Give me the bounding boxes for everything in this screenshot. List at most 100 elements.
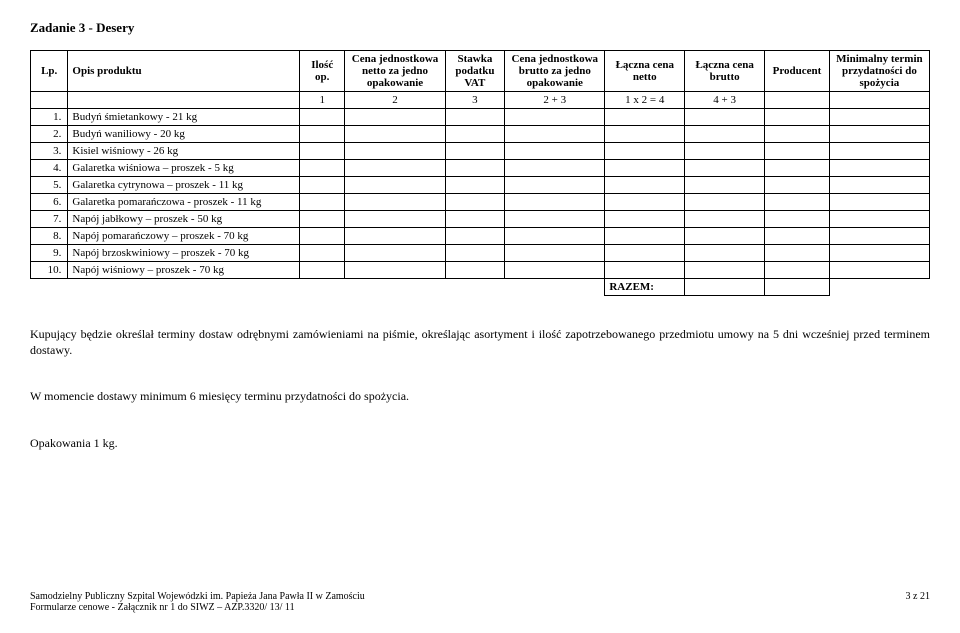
cell-laczna-brutto: [685, 160, 765, 177]
paragraph-packaging: Opakowania 1 kg.: [30, 435, 930, 451]
header-minimalny: Minimalny termin przydatności do spożyci…: [829, 51, 929, 92]
cell-producent: [765, 228, 830, 245]
page-title: Zadanie 3 - Desery: [30, 20, 930, 36]
cell-cena-netto: [345, 211, 445, 228]
footer-line2: Formularze cenowe - Załącznik nr 1 do SI…: [30, 602, 930, 613]
cell-laczna-netto: [605, 211, 685, 228]
cell-vat: [445, 126, 505, 143]
cell-opis: Napój brzoskwiniowy – proszek - 70 kg: [68, 245, 300, 262]
cell-cena-brutto: [505, 194, 605, 211]
cell-lp: 9.: [31, 245, 68, 262]
cell-cena-netto: [345, 177, 445, 194]
cell-laczna-netto: [605, 228, 685, 245]
header-producent: Producent: [765, 51, 830, 92]
cell-cena-netto: [345, 109, 445, 126]
cell-cena-brutto: [505, 211, 605, 228]
pricing-table: Lp. Opis produktu Ilość op. Cena jednost…: [30, 50, 930, 296]
table-row: 2.Budyń waniliowy - 20 kg: [31, 126, 930, 143]
cell-cena-netto: [345, 160, 445, 177]
cell-laczna-netto: [605, 262, 685, 279]
cell-ilosc: [299, 160, 345, 177]
footer-line1: Samodzielny Publiczny Szpital Wojewódzki…: [30, 591, 930, 602]
header-ilosc: Ilość op.: [299, 51, 345, 92]
table-row: 6.Galaretka pomarańczowa - proszek - 11 …: [31, 194, 930, 211]
cell-vat: [445, 143, 505, 160]
cell-cena-netto: [345, 194, 445, 211]
cell-laczna-netto: [605, 143, 685, 160]
cell-minimalny: [829, 160, 929, 177]
table-row: 7.Napój jabłkowy – proszek - 50 kg: [31, 211, 930, 228]
cell-producent: [765, 177, 830, 194]
cell-lp: 8.: [31, 228, 68, 245]
cell-cena-brutto: [505, 228, 605, 245]
cell-minimalny: [829, 143, 929, 160]
formula-laczna-brutto: 4 + 3: [685, 92, 765, 109]
cell-minimalny: [829, 228, 929, 245]
page-footer: Samodzielny Publiczny Szpital Wojewódzki…: [30, 591, 930, 613]
cell-laczna-netto: [605, 177, 685, 194]
table-row: 3.Kisiel wiśniowy - 26 kg: [31, 143, 930, 160]
cell-ilosc: [299, 211, 345, 228]
cell-producent: [765, 211, 830, 228]
cell-vat: [445, 245, 505, 262]
cell-laczna-brutto: [685, 109, 765, 126]
cell-lp: 1.: [31, 109, 68, 126]
cell-ilosc: [299, 109, 345, 126]
cell-ilosc: [299, 177, 345, 194]
cell-cena-netto: [345, 143, 445, 160]
cell-ilosc: [299, 126, 345, 143]
cell-cena-brutto: [505, 109, 605, 126]
footer-page-number: 3 z 21: [906, 591, 930, 602]
table-row: 9.Napój brzoskwiniowy – proszek - 70 kg: [31, 245, 930, 262]
cell-ilosc: [299, 262, 345, 279]
table-formula-row: 1 2 3 2 + 3 1 x 2 = 4 4 + 3: [31, 92, 930, 109]
cell-vat: [445, 211, 505, 228]
cell-minimalny: [829, 194, 929, 211]
cell-producent: [765, 143, 830, 160]
cell-lp: 7.: [31, 211, 68, 228]
cell-cena-brutto: [505, 160, 605, 177]
cell-minimalny: [829, 177, 929, 194]
cell-lp: 5.: [31, 177, 68, 194]
cell-laczna-netto: [605, 126, 685, 143]
cell-lp: 6.: [31, 194, 68, 211]
header-laczna-netto: Łączna cena netto: [605, 51, 685, 92]
cell-vat: [445, 160, 505, 177]
cell-lp: 3.: [31, 143, 68, 160]
cell-lp: 4.: [31, 160, 68, 177]
cell-opis: Galaretka cytrynowa – proszek - 11 kg: [68, 177, 300, 194]
cell-minimalny: [829, 109, 929, 126]
cell-ilosc: [299, 228, 345, 245]
cell-opis: Napój pomarańczowy – proszek - 70 kg: [68, 228, 300, 245]
cell-opis: Napój wiśniowy – proszek - 70 kg: [68, 262, 300, 279]
cell-minimalny: [829, 126, 929, 143]
cell-laczna-netto: [605, 245, 685, 262]
razem-label: RAZEM:: [605, 279, 685, 296]
cell-laczna-brutto: [685, 126, 765, 143]
cell-laczna-netto: [605, 194, 685, 211]
cell-cena-netto: [345, 262, 445, 279]
cell-laczna-brutto: [685, 228, 765, 245]
cell-minimalny: [829, 262, 929, 279]
cell-vat: [445, 228, 505, 245]
cell-opis: Budyń waniliowy - 20 kg: [68, 126, 300, 143]
cell-ilosc: [299, 194, 345, 211]
cell-ilosc: [299, 143, 345, 160]
formula-cena-netto: 2: [345, 92, 445, 109]
cell-producent: [765, 160, 830, 177]
cell-ilosc: [299, 245, 345, 262]
table-row: 10.Napój wiśniowy – proszek - 70 kg: [31, 262, 930, 279]
cell-cena-brutto: [505, 126, 605, 143]
header-vat: Stawka podatku VAT: [445, 51, 505, 92]
table-row: 1.Budyń śmietankowy - 21 kg: [31, 109, 930, 126]
cell-laczna-brutto: [685, 143, 765, 160]
cell-laczna-brutto: [685, 245, 765, 262]
cell-minimalny: [829, 211, 929, 228]
cell-vat: [445, 262, 505, 279]
cell-cena-brutto: [505, 143, 605, 160]
paragraph-shelf-life: W momencie dostawy minimum 6 miesięcy te…: [30, 388, 930, 404]
cell-opis: Napój jabłkowy – proszek - 50 kg: [68, 211, 300, 228]
cell-vat: [445, 177, 505, 194]
cell-opis: Budyń śmietankowy - 21 kg: [68, 109, 300, 126]
cell-laczna-brutto: [685, 177, 765, 194]
